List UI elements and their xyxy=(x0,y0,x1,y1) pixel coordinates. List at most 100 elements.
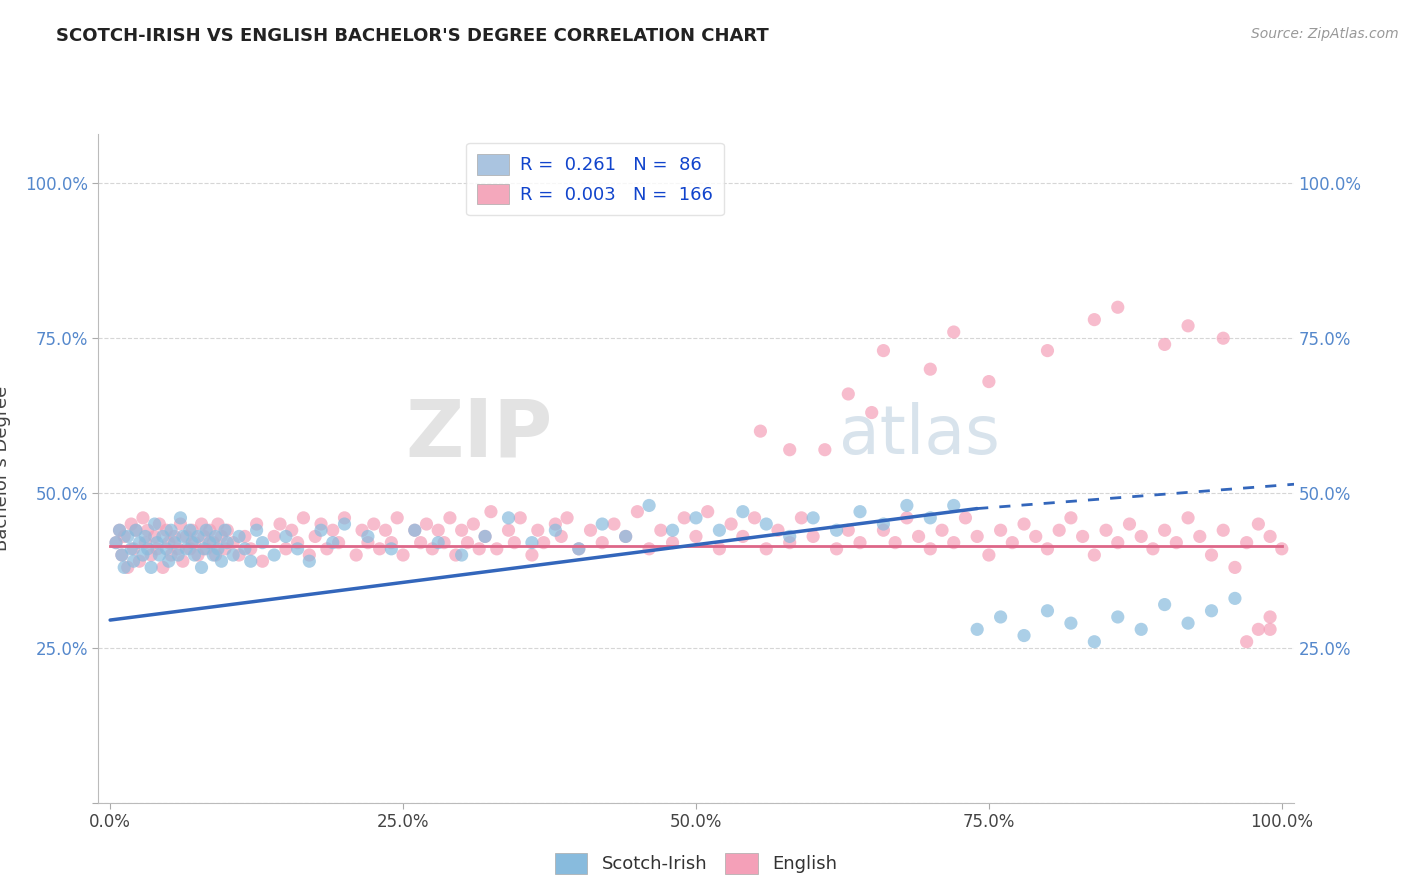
Point xyxy=(132,548,155,562)
Point xyxy=(274,529,297,543)
Point xyxy=(148,517,170,532)
Point xyxy=(433,535,456,549)
Point xyxy=(450,548,472,562)
Point xyxy=(181,535,204,549)
Point xyxy=(825,541,848,556)
Point xyxy=(749,424,772,438)
Point xyxy=(211,554,233,568)
Point xyxy=(204,548,226,562)
Point xyxy=(134,535,156,549)
Point xyxy=(328,535,350,549)
Point xyxy=(920,541,942,556)
Point xyxy=(202,535,225,549)
Point xyxy=(368,541,391,556)
Point xyxy=(112,560,135,574)
Point xyxy=(731,505,754,519)
Point xyxy=(128,535,150,549)
Point xyxy=(1247,623,1270,637)
Point xyxy=(292,511,315,525)
Point xyxy=(179,541,201,556)
Point xyxy=(190,560,212,574)
Point xyxy=(228,529,250,543)
Point xyxy=(498,523,520,537)
Point xyxy=(1083,312,1105,326)
Point xyxy=(190,517,212,532)
Point xyxy=(1107,535,1129,549)
Point xyxy=(896,511,918,525)
Point xyxy=(193,541,215,556)
Point xyxy=(1071,529,1094,543)
Point xyxy=(108,523,131,537)
Point xyxy=(157,535,180,549)
Point xyxy=(181,523,204,537)
Point xyxy=(157,554,180,568)
Point xyxy=(160,548,183,562)
Point xyxy=(801,529,824,543)
Point xyxy=(198,535,221,549)
Point xyxy=(1212,523,1234,537)
Point xyxy=(1107,610,1129,624)
Point xyxy=(825,523,848,537)
Point xyxy=(1083,634,1105,648)
Point xyxy=(193,529,215,543)
Point xyxy=(108,523,131,537)
Point xyxy=(309,523,332,537)
Point xyxy=(614,529,637,543)
Point xyxy=(498,511,520,525)
Point xyxy=(187,548,209,562)
Point xyxy=(1036,343,1059,358)
Point xyxy=(779,442,801,457)
Point xyxy=(1201,604,1223,618)
Point xyxy=(269,517,291,532)
Point xyxy=(217,523,239,537)
Point xyxy=(141,548,163,562)
Point xyxy=(160,523,183,537)
Point xyxy=(638,499,661,513)
Point xyxy=(287,535,309,549)
Point xyxy=(520,548,543,562)
Point xyxy=(204,529,226,543)
Point xyxy=(1236,535,1258,549)
Point xyxy=(1012,629,1035,643)
Point xyxy=(1036,604,1059,618)
Point xyxy=(309,517,332,532)
Point xyxy=(907,529,929,543)
Point xyxy=(112,529,135,543)
Point xyxy=(141,560,163,574)
Point xyxy=(990,523,1012,537)
Point xyxy=(304,529,326,543)
Point xyxy=(614,529,637,543)
Point xyxy=(315,541,337,556)
Point xyxy=(146,541,169,556)
Point xyxy=(179,523,201,537)
Legend: Scotch-Irish, English: Scotch-Irish, English xyxy=(547,846,845,880)
Point xyxy=(1177,511,1199,525)
Point xyxy=(163,535,186,549)
Point xyxy=(942,325,965,339)
Point xyxy=(638,541,661,556)
Point xyxy=(380,541,402,556)
Point xyxy=(444,548,467,562)
Point xyxy=(1223,560,1246,574)
Point xyxy=(849,505,872,519)
Point xyxy=(1060,616,1083,631)
Point xyxy=(122,541,145,556)
Point xyxy=(696,505,718,519)
Point xyxy=(977,548,1000,562)
Point xyxy=(287,541,309,556)
Point xyxy=(468,541,491,556)
Point xyxy=(837,387,859,401)
Point xyxy=(136,523,159,537)
Point xyxy=(977,375,1000,389)
Point xyxy=(1258,529,1281,543)
Point xyxy=(117,560,139,574)
Point xyxy=(169,511,191,525)
Point xyxy=(1177,616,1199,631)
Point xyxy=(163,529,186,543)
Point xyxy=(174,529,197,543)
Point xyxy=(183,535,205,549)
Point xyxy=(942,535,965,549)
Point xyxy=(1271,541,1294,556)
Point xyxy=(456,535,478,549)
Point xyxy=(1060,511,1083,525)
